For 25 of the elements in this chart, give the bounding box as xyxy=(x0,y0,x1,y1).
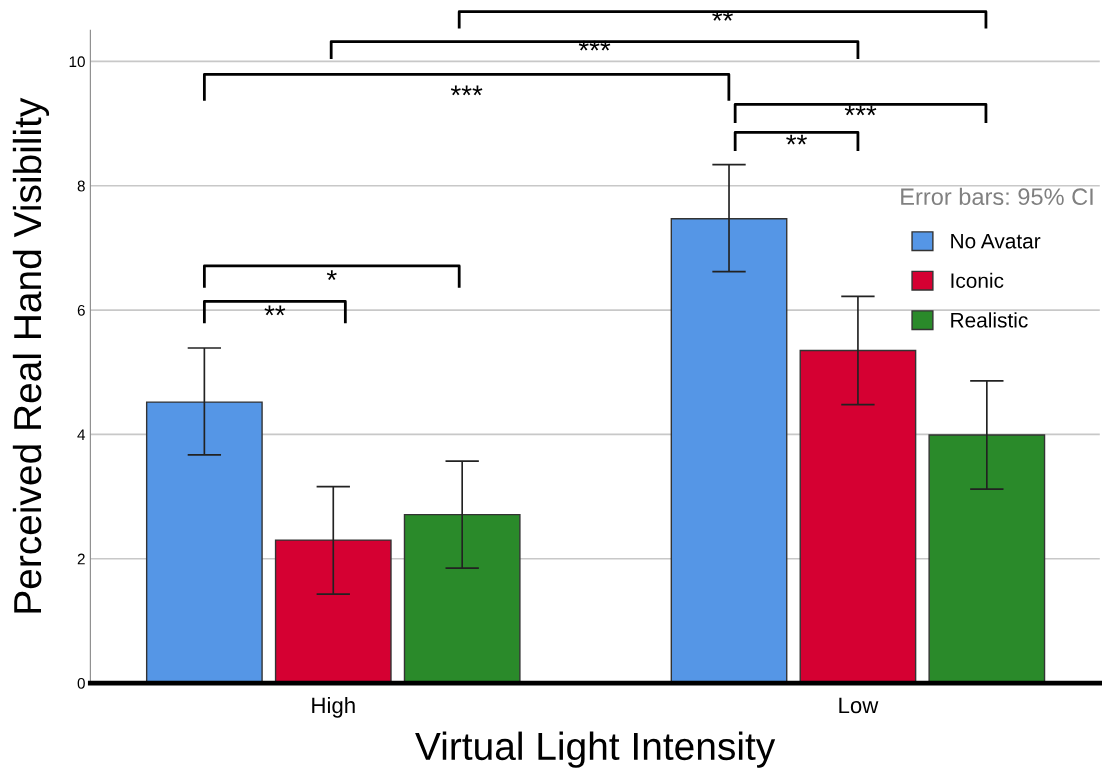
y-tick-label: 0 xyxy=(77,677,85,689)
y-tick-label: 4 xyxy=(77,429,86,440)
y-tick-label: 8 xyxy=(77,180,85,192)
bar xyxy=(928,434,1046,684)
bar xyxy=(799,349,917,684)
bar xyxy=(670,218,788,684)
y-tick-label: 10 xyxy=(69,56,85,68)
legend-label: Realistic xyxy=(951,312,1028,328)
annotation: *** xyxy=(844,105,877,116)
y-tick-label: 6 xyxy=(77,304,85,316)
legend-label: No Avatar xyxy=(951,233,1041,249)
y-axis-title: Perceived Real Hand Visibility xyxy=(12,97,50,613)
annotation: ** xyxy=(786,134,807,145)
annotation: *** xyxy=(450,85,483,96)
x-tick-label: High xyxy=(312,696,355,718)
y-tick-label: 2 xyxy=(77,553,85,565)
annotation: * xyxy=(326,270,337,280)
bar xyxy=(145,401,263,684)
annotation: Error bars: 95% CI xyxy=(901,187,1093,206)
x-axis-title: Virtual Light Intensity xyxy=(415,731,776,768)
x-tick-label: Low xyxy=(839,697,879,714)
legend-label: Iconic xyxy=(951,272,1004,289)
annotation: ** xyxy=(264,305,286,316)
bar xyxy=(274,539,392,684)
bar xyxy=(403,513,521,684)
